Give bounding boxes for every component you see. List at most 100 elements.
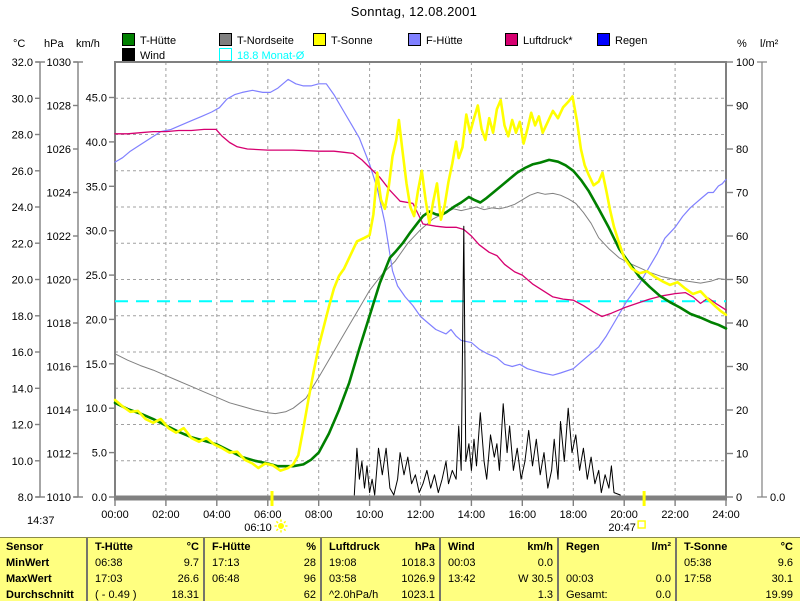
legend-swatch-icon <box>219 33 232 46</box>
axis-tick-label: 1024 <box>47 188 71 200</box>
axis-tick-label: 100 <box>736 57 754 69</box>
legend-label: T-Sonne <box>331 35 373 47</box>
x-axis-line <box>114 495 727 501</box>
unit-label-hpa: hPa <box>44 38 64 50</box>
axis-tick-label: 8.0 <box>18 492 33 504</box>
table-header-unit-regen: l/m² <box>651 541 671 553</box>
table-cell-value: 28 <box>303 557 316 569</box>
legend-swatch-icon <box>219 48 232 61</box>
table-header-regen: Regen <box>566 541 600 553</box>
series-wind <box>353 225 621 496</box>
x-axis-label: 12:00 <box>407 509 435 521</box>
table-cell-value: 0.0 <box>655 573 671 585</box>
axis-tick-label: 15.0 <box>86 359 107 371</box>
sunrise-time-label: 06:10 <box>244 522 272 534</box>
unit-label-l-m: l/m² <box>760 38 779 50</box>
axis-tick-label: 30.0 <box>86 226 107 238</box>
axis-tick-label: 1022 <box>47 231 71 243</box>
axis-tick-label: 1010 <box>47 492 71 504</box>
table-cell-value: 9.6 <box>777 557 793 569</box>
table-header-unit-wind: km/h <box>527 541 553 553</box>
table-header-unit-luftdruck: hPa <box>414 541 435 553</box>
sun-core <box>278 523 285 529</box>
table-cell-time: Gesamt: <box>566 589 608 601</box>
page-title: Sonntag, 12.08.2001 <box>350 4 478 19</box>
legend-swatch-icon <box>597 33 610 46</box>
table-cell-value: 9.7 <box>183 557 199 569</box>
axis-percent: 0 10 20 30 40 50 60 70 80 90 100 <box>726 57 754 504</box>
table-column-separator <box>557 538 559 601</box>
gridlines <box>115 62 726 497</box>
sunset-square-icon <box>637 520 646 529</box>
table-header-t-sonne: T-Sonne <box>684 541 728 553</box>
legend-label: Regen <box>615 35 648 47</box>
axis-tick-label: 16.0 <box>12 347 33 359</box>
sun-ray <box>283 528 287 532</box>
axis-tick-label: 10.0 <box>86 403 107 415</box>
table-cell-time: ^2.0hPa/h <box>329 589 379 601</box>
legend-item-18-8-monat: 18.8 Monat-Ø <box>219 46 304 62</box>
table-header-unit-t-h-tte: °C <box>186 541 199 553</box>
table-header-luftdruck: Luftdruck <box>329 541 380 553</box>
chart-plot: 8.0 10.0 12.0 14.0 16.0 18.0 20.0 22.0 24.0 26.0 2… <box>12 57 786 534</box>
x-axis-label: 08:00 <box>305 509 333 521</box>
axis-tick-label: 24.0 <box>12 202 33 214</box>
axis-tick-label: 60 <box>736 231 748 243</box>
table-header-unit-t-sonne: °C <box>780 541 793 553</box>
legend-item-wind: Wind <box>122 46 165 62</box>
legend-swatch-icon <box>408 33 421 46</box>
table-header-wind: Wind <box>448 541 475 553</box>
x-axis-label: 04:00 <box>203 509 231 521</box>
axis-tick-label: 90 <box>736 101 748 113</box>
table-column-separator <box>320 538 322 601</box>
legend-item-t-h-tte: T-Hütte <box>122 31 176 47</box>
sun-ray <box>275 520 279 524</box>
axis-tick-label: 40 <box>736 318 748 330</box>
legend-label: Wind <box>140 50 166 62</box>
table-cell-value: 1.3 <box>537 589 553 601</box>
legend-swatch-icon <box>505 33 518 46</box>
axis-tick-label: 1016 <box>47 362 71 374</box>
axis-rain: 0.0 <box>757 61 785 504</box>
table-column-separator <box>439 538 441 601</box>
axis-tick-label: 50 <box>736 275 748 287</box>
table-row-label-minwert: MinWert <box>6 557 50 569</box>
axis-tick-label: 12.0 <box>12 420 33 432</box>
table-cell-time: 00:03 <box>448 557 476 569</box>
axis-tick-label: 0.0 <box>92 492 107 504</box>
table-row-label-durchschnitt: Durchschnitt <box>6 589 74 601</box>
series-luftdruck <box>114 128 727 318</box>
x-axis-label: 06:00 <box>254 509 282 521</box>
axis-tick-label: 28.0 <box>12 130 33 142</box>
table-cell-value: 62 <box>303 589 316 601</box>
axis-tick-label: 30.0 <box>12 93 33 105</box>
legend-item-regen: Regen <box>597 31 647 47</box>
axis-tick-label: 70 <box>736 188 748 200</box>
axis-tick-label: 25.0 <box>86 270 107 282</box>
axis-tick-label: 80 <box>736 144 748 156</box>
sunrise-sun-icon <box>274 519 288 533</box>
current-time-label: 14:37 <box>27 515 55 527</box>
axis-tick-label: 10.0 <box>12 456 33 468</box>
series-t-nordseite <box>114 192 727 415</box>
table-cell-value: 0.0 <box>655 589 671 601</box>
table-cell-value: 18.31 <box>171 589 199 601</box>
legend-label: F-Hütte <box>426 35 463 47</box>
axis-tick-label: 5.0 <box>92 448 107 460</box>
axis-pressure: 1010 1012 1014 1016 1018 1020 1022 1024 1026 1028… <box>47 57 83 504</box>
table-cell-value: 1023.1 <box>401 589 435 601</box>
table-column-separator <box>86 538 88 601</box>
axis-tick-label: 1012 <box>47 449 71 461</box>
table-cell-time: 13:42 <box>448 573 476 585</box>
axis-tick-label: 1018 <box>47 318 71 330</box>
table-cell-value: 19.99 <box>765 589 793 601</box>
sun-ray <box>275 528 279 532</box>
x-axis-label: 24:00 <box>712 509 740 521</box>
table-cell-value: W 30.5 <box>518 573 553 585</box>
table-cell-value: 1018.3 <box>401 557 435 569</box>
x-axis-label: 10:00 <box>356 509 384 521</box>
axis-tick-label: 1014 <box>47 405 71 417</box>
axis-tick-label: 18.0 <box>12 311 33 323</box>
x-axis-label: 18:00 <box>559 509 587 521</box>
